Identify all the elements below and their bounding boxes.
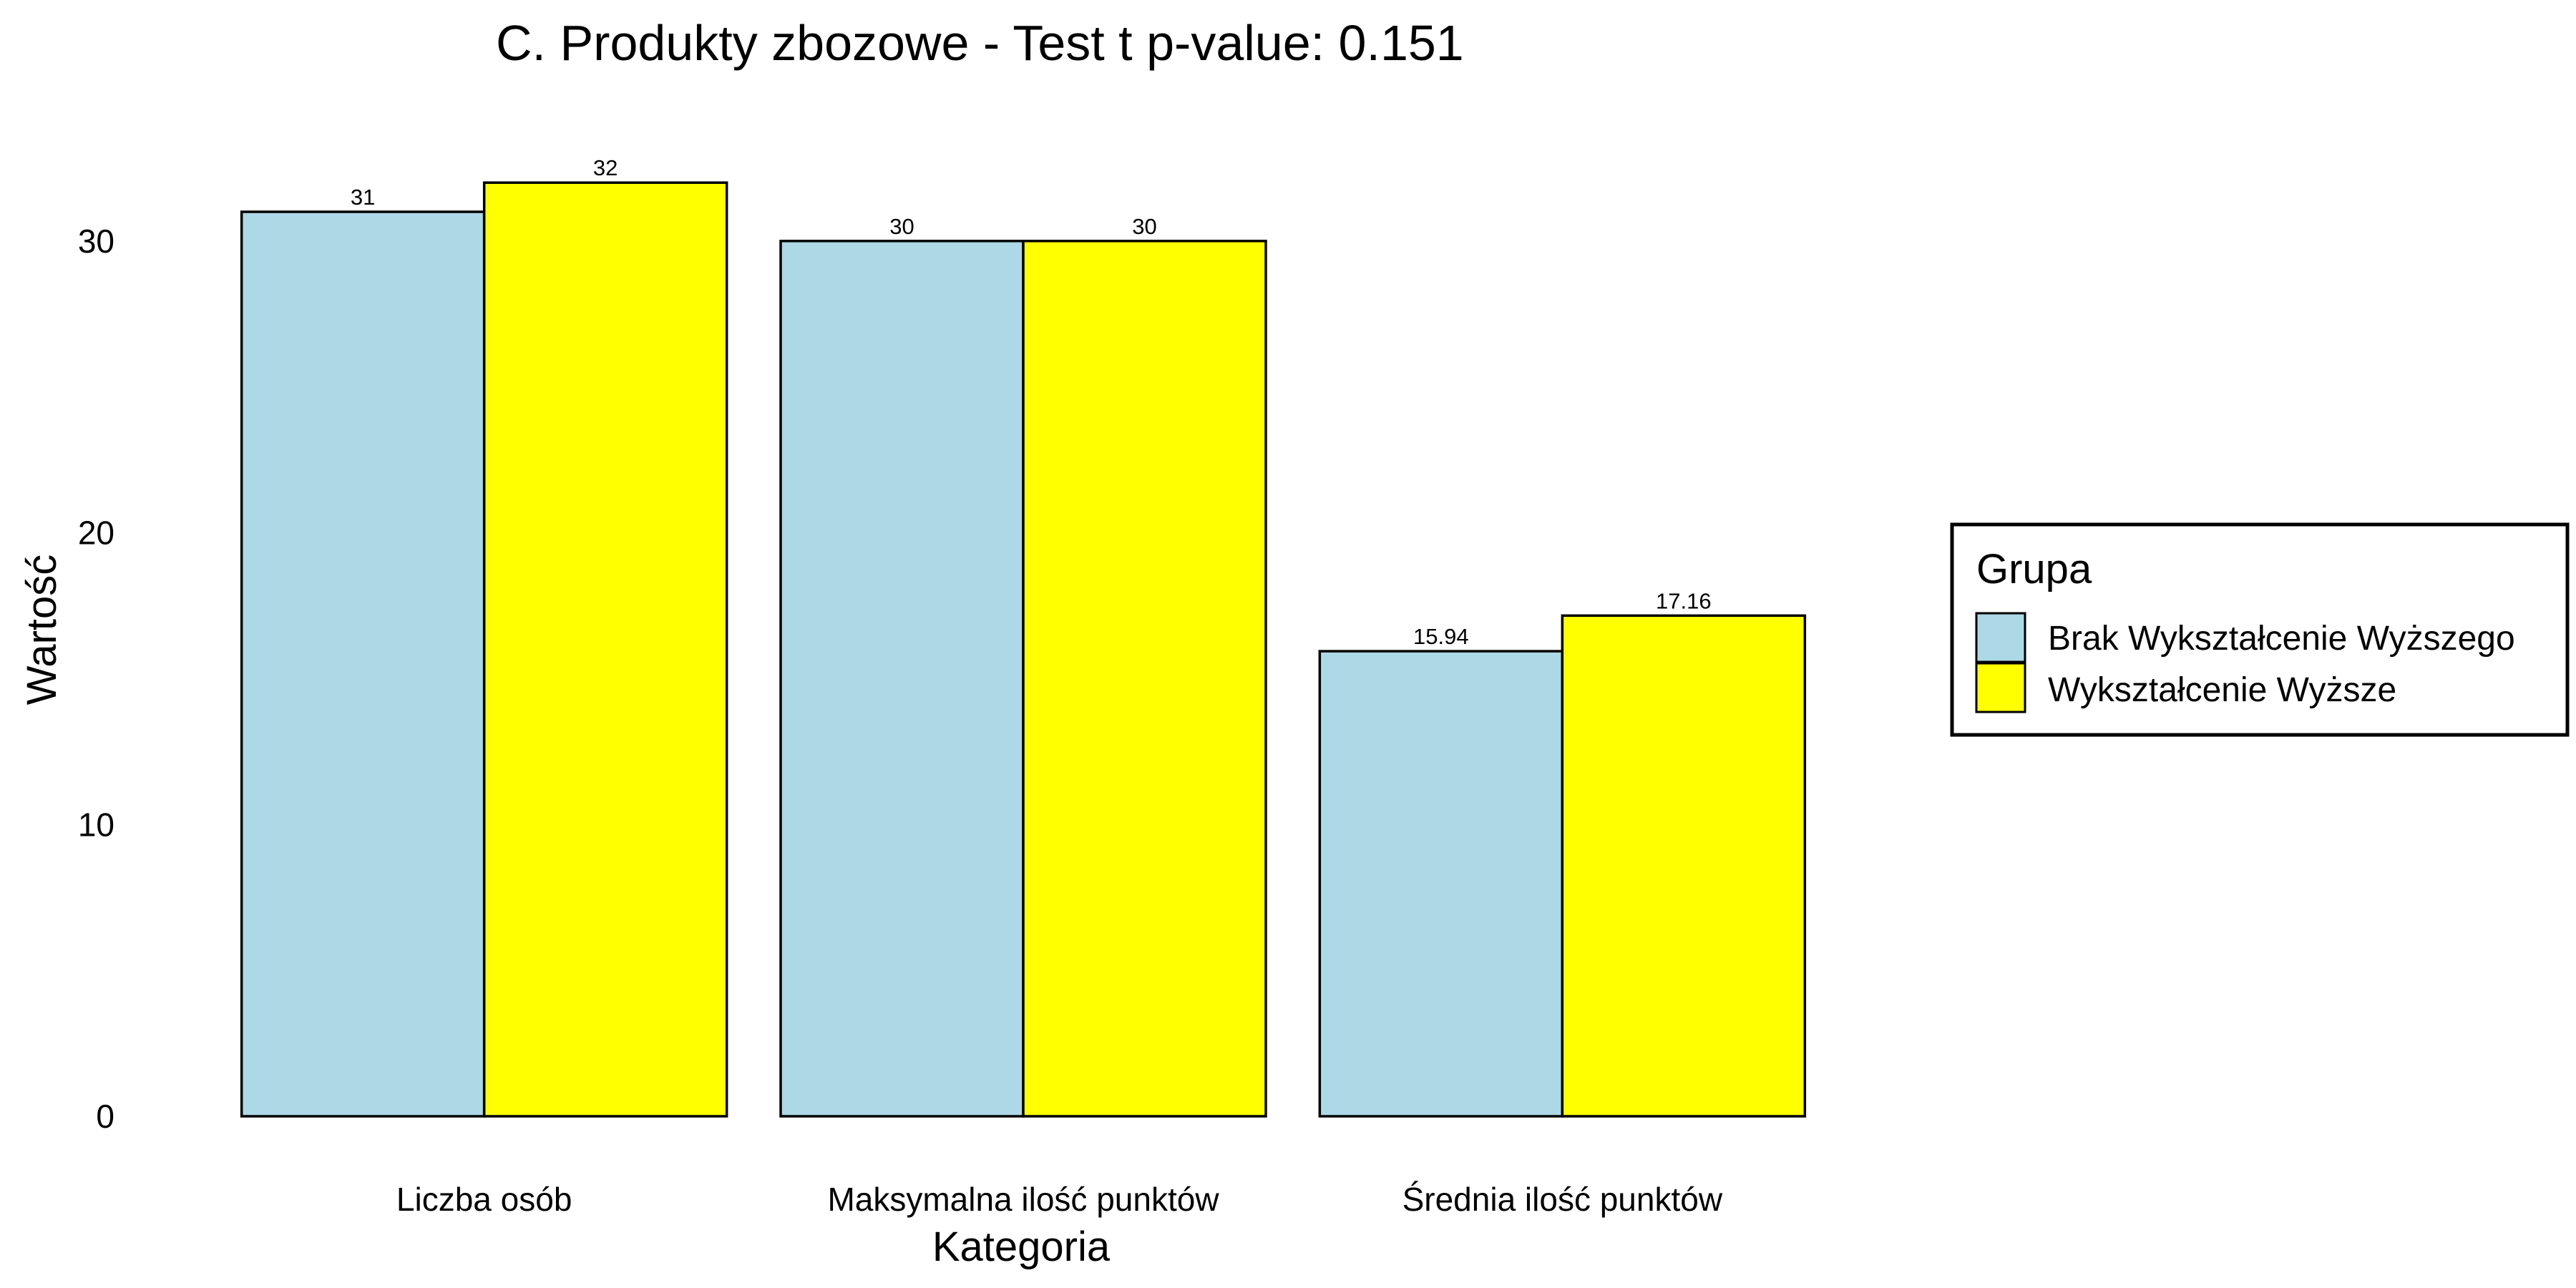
data-label-2-series-1: 17.16: [1656, 588, 1712, 613]
legend-box: [1950, 522, 2570, 737]
y-axis-title: Wartość: [19, 555, 65, 706]
bar-2-series-0: [1318, 650, 1564, 1118]
bar-0-series-0: [240, 210, 486, 1118]
legend-title: Grupa: [1976, 546, 2092, 592]
data-labels-group: 31 32 30 30 15.94 17.16: [351, 155, 1712, 649]
legend: Grupa Brak Wykształcenie Wyższego Wykszt…: [1950, 522, 2570, 737]
data-label-0-series-1: 32: [593, 155, 618, 180]
legend-swatch-series-1: [1975, 662, 2026, 713]
x-tick-label-2: Średnia ilość punktów: [1402, 1181, 1723, 1218]
x-tick-label-1: Maksymalna ilość punktów: [827, 1181, 1219, 1218]
legend-label-series-1: Wykształcenie Wyższe: [2048, 671, 2396, 709]
bar-0-series-1: [482, 181, 728, 1118]
x-tick-label-0: Liczba osób: [396, 1181, 572, 1218]
data-label-0-series-0: 31: [351, 185, 375, 210]
x-axis-title: Kategoria: [932, 1224, 1111, 1270]
data-label-2-series-0: 15.94: [1413, 624, 1469, 649]
y-axis-ticks: 0 10 20 30: [78, 223, 114, 1135]
y-tick-label-1: 10: [78, 806, 114, 843]
bars-group: [240, 181, 1807, 1118]
data-label-1-series-1: 30: [1132, 214, 1156, 239]
legend-label-series-0: Brak Wykształcenie Wyższego: [2048, 620, 2515, 658]
bar-1-series-1: [1022, 240, 1267, 1118]
y-tick-label-3: 30: [78, 223, 114, 260]
data-label-1-series-0: 30: [889, 214, 914, 239]
legend-swatch-series-0: [1975, 612, 2026, 663]
y-tick-label-2: 20: [78, 514, 114, 552]
chart-title: C. Produkty zbozowe - Test t p-value: 0.…: [496, 15, 1464, 71]
x-axis-ticks: Liczba osób Maksymalna ilość punktów Średn…: [396, 1181, 1723, 1218]
y-tick-label-0: 0: [96, 1098, 114, 1135]
bar-1-series-0: [779, 240, 1025, 1118]
bar-2-series-1: [1561, 614, 1807, 1118]
